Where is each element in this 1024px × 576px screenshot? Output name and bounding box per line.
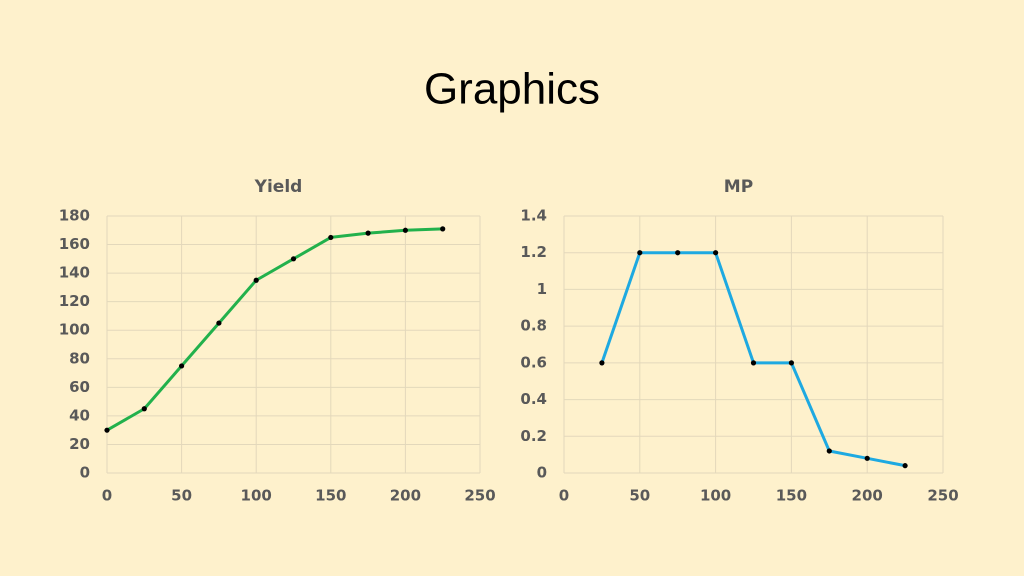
y-tick-label: 0	[80, 464, 90, 482]
point	[826, 448, 832, 454]
y-tick-label: 0	[537, 464, 547, 482]
point	[402, 227, 408, 233]
line	[106, 227, 443, 432]
point	[179, 363, 185, 369]
point	[290, 256, 297, 262]
point	[788, 360, 795, 366]
y-tick-label: 140	[59, 264, 90, 282]
y-tick-label: 0.6	[520, 353, 547, 371]
point	[365, 230, 371, 236]
x-tick-label: 150	[315, 487, 346, 505]
y-tick-label: 40	[69, 406, 90, 424]
x-tick-label: 200	[390, 487, 421, 505]
y-tick-label: 1.2	[520, 243, 547, 261]
x-tick-label: 50	[629, 487, 650, 505]
y-tick-label: 0.4	[520, 390, 547, 408]
y-tick-label: 180	[59, 207, 90, 225]
point	[637, 250, 643, 256]
point	[750, 360, 757, 366]
point	[864, 455, 870, 461]
x-tick-label: 0	[102, 487, 112, 505]
point	[713, 250, 719, 256]
point	[902, 463, 908, 469]
point	[253, 277, 259, 283]
x-tick-label: 0	[559, 487, 569, 505]
x-tick-label: 200	[852, 487, 883, 505]
x-tick-label: 250	[927, 487, 958, 505]
y-tick-label: 100	[59, 321, 90, 339]
x-tick-label: 250	[464, 487, 495, 505]
x-tick-label: 150	[776, 487, 807, 505]
chart-title: Yield	[254, 177, 303, 197]
y-tick-label: 160	[59, 235, 90, 253]
y-tick-label: 60	[69, 378, 90, 396]
x-tick-label: 50	[171, 487, 192, 505]
y-tick-label: 0.2	[520, 427, 547, 445]
point	[675, 250, 681, 256]
point	[141, 406, 147, 412]
point	[104, 427, 110, 433]
point	[328, 234, 334, 241]
point	[216, 320, 222, 326]
x-tick-label: 100	[700, 487, 731, 505]
y-tick-label: 80	[69, 349, 90, 367]
chart-title: MP	[724, 177, 753, 197]
y-tick-label: 120	[59, 292, 90, 310]
y-tick-label: 1	[537, 280, 547, 298]
point	[440, 226, 446, 232]
slide-title: Graphics	[424, 65, 600, 114]
y-tick-label: 1.4	[520, 207, 547, 225]
x-tick-label: 100	[241, 487, 272, 505]
y-tick-label: 20	[69, 435, 90, 453]
point	[599, 360, 605, 366]
y-tick-label: 0.8	[520, 317, 547, 335]
